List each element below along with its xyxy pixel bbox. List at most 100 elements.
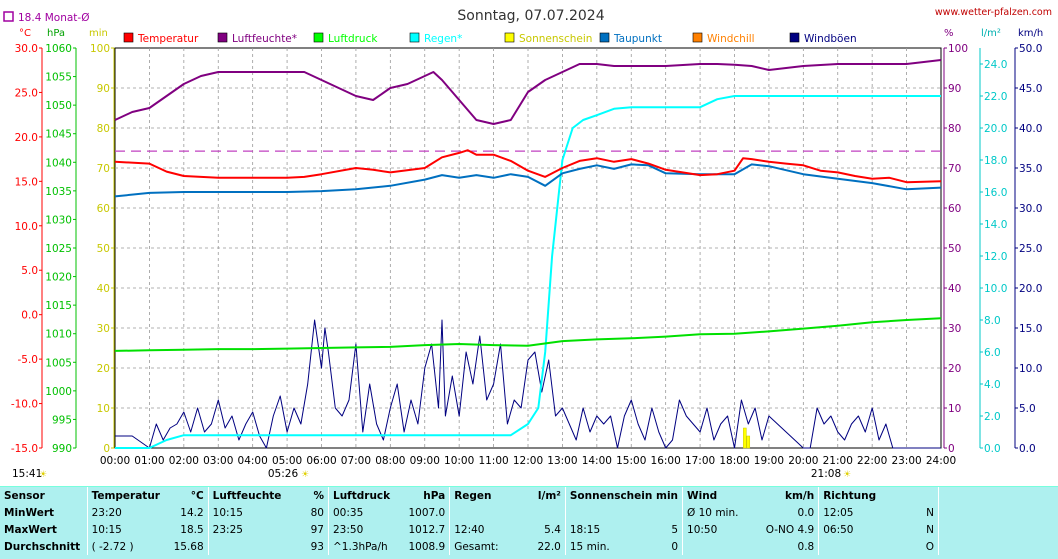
temp_c-tick-label: 25.0	[15, 87, 38, 99]
humidity_pct-tick-label: 80	[948, 123, 961, 135]
header-temperatur: Temperatur	[86, 487, 170, 504]
header-rain-unit: l/m²	[537, 489, 561, 502]
x-tick-label: 12:00	[513, 455, 543, 467]
x-tick-label: 23:00	[891, 455, 921, 467]
wind_kmh-tick-label: 10.0	[1019, 363, 1042, 375]
site-url: www.wetter-pfalzen.com	[935, 7, 1052, 18]
pressure_hpa-tick-label: 1000	[45, 386, 72, 398]
stats-header-row: Sensor Temperatur °C Luftfeuchte % Luftd…	[0, 487, 1058, 504]
series-line-windben	[115, 319, 941, 449]
legend-swatch	[123, 32, 134, 43]
wind_kmh-tick-label: 5.0	[1019, 403, 1036, 415]
cell: 1008.9	[408, 540, 446, 553]
pressure_hpa-tick-label: 1015	[45, 300, 72, 312]
pressure_hpa-tick-label: 995	[52, 414, 72, 426]
series-line-taupunkt	[114, 163, 942, 198]
temp_c-tick-label: 15.0	[15, 176, 38, 188]
cell: 0.0	[797, 506, 815, 519]
sunshine_min-tick-label: 80	[97, 123, 110, 135]
pressure_hpa-tick-label: 1050	[45, 100, 72, 112]
temp_c-tick-label: 20.0	[15, 132, 38, 144]
month-avg-swatch	[3, 11, 14, 22]
cell: 06:50	[818, 521, 887, 538]
legend-swatch	[789, 32, 800, 43]
x-tick-label: 07:00	[341, 455, 371, 467]
rain_lm2-tick-label: 22.0	[984, 91, 1007, 103]
rain_lm2-tick-label: 24.0	[984, 59, 1007, 71]
series-line-regen	[115, 95, 941, 449]
humidity_pct-tick-label: 30	[948, 323, 961, 335]
legend-swatch	[692, 32, 703, 43]
cell	[938, 521, 1058, 538]
axes: 00:00 01:00 02:00 03:00 04:00 05:00 06:00 07:00…	[11, 43, 1043, 467]
temp_c-tick-label: 0.0	[21, 310, 38, 322]
x-tick-label: 03:00	[203, 455, 233, 467]
sunshine_min-tick-label: 10	[97, 403, 110, 415]
sunset-time: 21:08	[811, 468, 841, 480]
stats-row-max: MaxWert 10:15 18.5 23:25 97 23:50 1012.7…	[0, 521, 1058, 538]
x-tick-label: 14:00	[582, 455, 612, 467]
x-tick-label: 15:00	[616, 455, 646, 467]
humidity_pct-tick-label: 90	[948, 83, 961, 95]
cell: 1012.7	[408, 523, 446, 536]
sunshine_min-tick-label: 70	[97, 163, 110, 175]
pressure_hpa-tick-label: 1040	[45, 157, 72, 169]
unit-kmh: km/h	[1018, 28, 1043, 39]
cell: 10:50	[682, 521, 762, 538]
pressure_hpa-tick-label: 1045	[45, 129, 72, 141]
cell: Ø 10 min.	[682, 504, 762, 521]
chart-legend: Temperatur Luftfeuchte* Luftdruck Regen* Son…	[123, 32, 857, 45]
legend-label: Temperatur	[137, 33, 199, 45]
x-tick-label: 16:00	[651, 455, 681, 467]
cell: 18.5	[180, 523, 204, 536]
legend-label: Windchill	[707, 33, 755, 45]
sunshine_min-tick-label: 60	[97, 203, 110, 215]
cell: 12:40	[449, 521, 515, 538]
legend-label: Taupunkt	[613, 33, 662, 45]
row-label: Durchschnitt	[4, 540, 81, 553]
unit-min: min	[89, 28, 108, 39]
row-label: MaxWert	[4, 523, 57, 536]
header-sensor: Sensor	[4, 489, 45, 502]
pressure_hpa-tick-label: 1055	[45, 72, 72, 84]
cell: 23:25	[207, 521, 300, 538]
cell: ( -2.72 )	[86, 538, 170, 555]
legend-label: Sonnenschein	[519, 33, 592, 45]
cell: 15 min.	[564, 538, 655, 555]
unit-hpa: hPa	[47, 28, 65, 39]
humidity_pct-tick-label: 60	[948, 203, 961, 215]
series-line-luftfeuchte	[114, 59, 942, 125]
cell: N	[926, 523, 935, 536]
unit-percent: %	[944, 28, 954, 39]
x-tick-label: 08:00	[375, 455, 405, 467]
legend-label: Luftdruck	[328, 33, 378, 45]
header-wind-unit: km/h	[784, 489, 815, 502]
legend-swatch	[409, 32, 420, 43]
pressure_hpa-tick-label: 1060	[45, 43, 72, 55]
temp_c-tick-label: -10.0	[11, 399, 38, 411]
cell: 14.2	[180, 506, 204, 519]
cell	[564, 504, 655, 521]
cell: 0.8	[797, 540, 815, 553]
temp_c-tick-label: -15.0	[11, 443, 38, 455]
x-tick-label: 20:00	[788, 455, 818, 467]
wind_kmh-tick-label: 25.0	[1019, 243, 1042, 255]
legend-swatch	[313, 32, 324, 43]
cell: 10:15	[86, 521, 170, 538]
x-tick-label: 21:00	[823, 455, 853, 467]
legend-swatch	[599, 32, 610, 43]
sunshine_min-tick-label: 100	[90, 43, 110, 55]
pressure_hpa-tick-label: 1010	[45, 329, 72, 341]
sunrise-time: 05:26	[268, 468, 299, 480]
humidity_pct-tick-label: 10	[948, 403, 961, 415]
header-regen: Regen	[449, 487, 515, 504]
cell: 5.4	[544, 523, 561, 536]
header-sunshine: Sonnenschein min	[564, 487, 683, 504]
sunshine_min-tick-label: 0	[103, 443, 110, 455]
header-luftdruck: Luftdruck	[327, 487, 402, 504]
x-tick-label: 09:00	[410, 455, 440, 467]
statistics-table: Sensor Temperatur °C Luftfeuchte % Luftd…	[0, 487, 1058, 555]
pressure_hpa-tick-label: 1030	[45, 214, 72, 226]
x-tick-label: 22:00	[857, 455, 887, 467]
sunshine_min-tick-label: 40	[97, 283, 110, 295]
